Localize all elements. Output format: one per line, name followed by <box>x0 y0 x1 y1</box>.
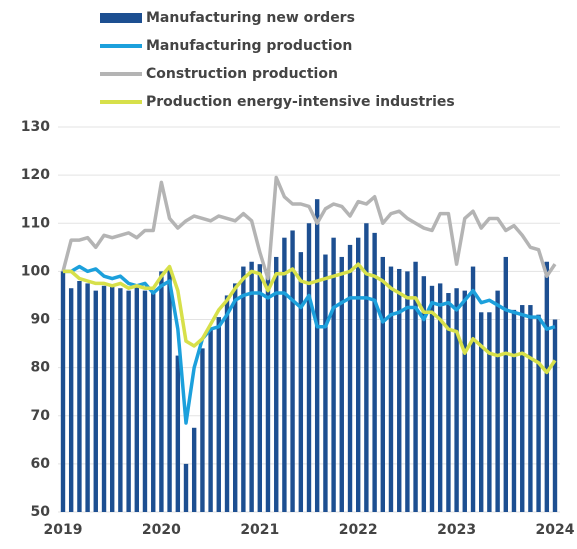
bar <box>323 254 328 512</box>
bar <box>364 223 369 512</box>
bar <box>85 283 90 512</box>
bar <box>314 199 320 512</box>
y-tick-label: 120 <box>21 167 50 183</box>
bar <box>479 312 484 512</box>
bar <box>274 256 279 512</box>
bar <box>216 317 221 512</box>
bar <box>208 329 213 512</box>
bar <box>487 312 492 512</box>
bar <box>552 319 558 512</box>
bar <box>224 295 230 512</box>
bar <box>110 285 115 512</box>
bar <box>241 266 246 512</box>
bar <box>405 271 410 512</box>
y-tick-label: 80 <box>31 360 51 376</box>
legend-label: Manufacturing new orders <box>146 10 355 26</box>
x-tick-label: 2023 <box>437 522 476 538</box>
y-tick-label: 90 <box>31 312 51 328</box>
y-tick-label: 60 <box>31 456 51 472</box>
bar <box>191 427 197 512</box>
bar <box>397 268 402 512</box>
bar <box>68 288 74 512</box>
bar <box>437 283 443 512</box>
bar <box>520 305 525 512</box>
bar <box>380 256 385 512</box>
bar <box>175 355 181 512</box>
bar <box>60 271 66 512</box>
x-tick-label: 2020 <box>142 522 181 538</box>
bar <box>421 276 427 512</box>
bar <box>413 261 418 512</box>
bar <box>372 232 377 512</box>
legend-label: Production energy-intensive industries <box>146 94 455 110</box>
bar <box>511 309 517 512</box>
y-tick-label: 70 <box>31 408 51 424</box>
bar <box>503 256 508 512</box>
bar <box>290 230 295 512</box>
bar <box>339 256 344 512</box>
bar <box>77 281 82 512</box>
bar <box>134 285 139 512</box>
bar <box>347 244 353 512</box>
bar <box>118 288 123 512</box>
y-tick-label: 100 <box>21 263 50 279</box>
y-tick-label: 130 <box>21 119 50 135</box>
bar <box>331 237 336 512</box>
line <box>63 264 556 425</box>
bar <box>233 283 238 512</box>
bar <box>429 285 435 512</box>
bar <box>298 252 304 512</box>
bar <box>142 290 148 512</box>
bar <box>544 261 550 512</box>
x-tick-label: 2019 <box>44 522 83 538</box>
x-tick-label: 2021 <box>240 522 279 538</box>
legend-label: Construction production <box>146 66 338 82</box>
bar <box>536 314 541 512</box>
bar <box>183 463 189 512</box>
bar <box>282 237 287 512</box>
bar <box>462 290 467 512</box>
bar <box>470 266 476 512</box>
bar <box>249 261 254 512</box>
bar <box>101 285 107 512</box>
y-tick-label: 50 <box>31 504 51 520</box>
y-tick-label: 110 <box>21 215 50 231</box>
bar <box>495 290 500 512</box>
bar <box>159 271 164 512</box>
legend-label: Manufacturing production <box>146 38 352 54</box>
legend-swatch <box>100 13 142 23</box>
x-tick-label: 2022 <box>339 522 378 538</box>
bar <box>446 293 451 512</box>
bar <box>200 348 205 512</box>
bar <box>126 290 131 512</box>
bar <box>93 290 98 512</box>
bar <box>306 223 312 512</box>
bar <box>454 288 459 512</box>
bar <box>151 293 156 512</box>
x-tick-label: 2024 <box>536 522 575 538</box>
line <box>63 262 557 375</box>
bar <box>167 268 172 512</box>
bar <box>257 264 262 512</box>
bar <box>356 237 361 512</box>
line <box>61 175 557 281</box>
bar <box>388 266 394 512</box>
bar <box>528 305 533 512</box>
bar <box>265 268 271 512</box>
